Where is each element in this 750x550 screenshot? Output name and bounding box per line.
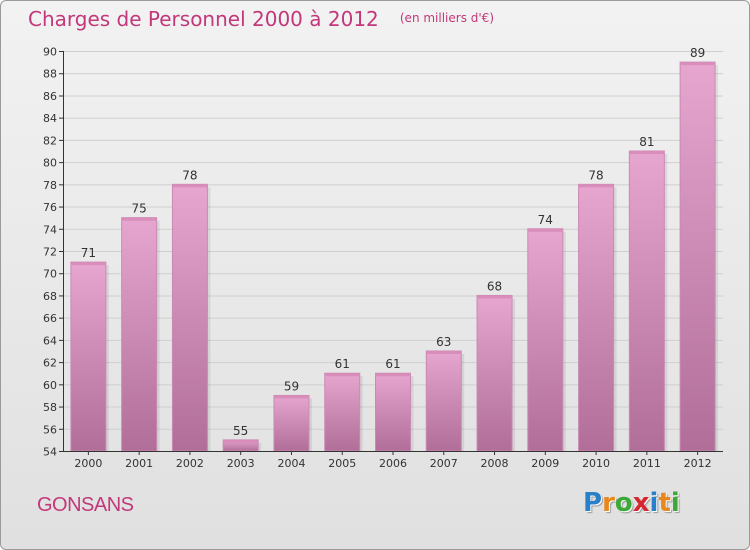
y-tick-label: 64	[43, 334, 57, 347]
y-tick-label: 60	[43, 379, 57, 392]
bar-cap	[680, 62, 716, 66]
y-tick-label: 62	[43, 357, 57, 370]
bar	[70, 261, 107, 452]
bar-cap	[477, 295, 513, 299]
logo-letter: P	[583, 488, 603, 518]
y-tick-label: 68	[43, 290, 57, 303]
data-label: 59	[284, 379, 299, 393]
data-label: 78	[182, 168, 197, 182]
y-tick-label: 56	[43, 423, 57, 436]
y-tick-label: 88	[43, 68, 57, 81]
x-tick-label: 2000	[74, 457, 102, 470]
y-tick-label: 58	[43, 401, 57, 414]
bar-cap	[527, 228, 563, 232]
bar	[679, 61, 716, 452]
logo-letter: r	[602, 488, 615, 518]
bar-cap	[629, 151, 665, 154]
x-tick-label: 2011	[633, 457, 661, 470]
y-tick-label: 78	[43, 179, 57, 192]
data-label: 61	[335, 357, 350, 371]
x-tick-label: 2012	[684, 457, 712, 470]
data-label: 89	[690, 46, 705, 60]
y-tick-label: 70	[43, 268, 57, 281]
bar	[628, 150, 665, 452]
logo-letter: i	[670, 488, 680, 518]
data-label: 68	[487, 279, 502, 293]
axes	[59, 51, 723, 455]
bar-cap	[578, 184, 614, 188]
y-tick-label: 72	[43, 246, 57, 259]
bar-cap	[375, 373, 411, 377]
logo-letter: x	[632, 488, 650, 518]
bar-cap	[172, 184, 208, 188]
x-tick-label: 2002	[176, 457, 204, 470]
x-tick-label: 2003	[227, 457, 255, 470]
y-tick-label: 86	[43, 90, 57, 103]
x-tick-label: 2001	[125, 457, 153, 470]
chart-subtitle: (en milliers d'€)	[399, 11, 494, 25]
location-name: GONSANS	[37, 494, 134, 516]
title-row: Charges de Personnel 2000 à 2012 (en mil…	[28, 7, 494, 31]
data-label: 61	[385, 357, 400, 371]
bar	[171, 183, 208, 452]
bar-cap	[273, 395, 309, 399]
y-tick-label: 76	[43, 201, 57, 214]
y-tick-label: 82	[43, 134, 57, 147]
y-tick-label: 80	[43, 157, 57, 170]
bar-cap	[324, 373, 360, 377]
y-tick-label: 54	[43, 446, 57, 459]
logo-letter: o	[614, 488, 633, 518]
bar	[273, 394, 310, 452]
bars	[70, 61, 719, 452]
y-tick-label: 84	[43, 112, 57, 125]
bar	[375, 372, 411, 452]
y-tick-label: 74	[43, 223, 57, 236]
logo-letter: i	[649, 488, 659, 518]
bar-cap	[121, 217, 157, 221]
bar	[425, 350, 462, 452]
bar	[476, 294, 513, 452]
data-label: 75	[132, 202, 147, 216]
x-tick-label: 2009	[531, 457, 559, 470]
chart-title: Charges de Personnel 2000 à 2012	[28, 7, 379, 31]
x-tick-label: 2010	[582, 457, 610, 470]
y-tick-label: 90	[43, 46, 57, 59]
x-tick-label: 2006	[379, 457, 407, 470]
logo-letter: t	[658, 488, 671, 518]
proxiti-logo: Proxiti	[583, 488, 680, 518]
x-tick-label: 2005	[328, 457, 356, 470]
bar-cap	[426, 351, 462, 354]
data-label: 71	[81, 246, 96, 260]
x-tick-label: 2004	[277, 457, 305, 470]
data-label: 55	[233, 424, 248, 438]
x-tick-label: 2008	[481, 457, 509, 470]
data-label: 63	[436, 335, 451, 349]
data-label: 81	[639, 135, 654, 149]
x-tick-label: 2007	[430, 457, 458, 470]
bar	[527, 228, 564, 452]
bar-cap	[70, 262, 106, 266]
data-label: 74	[538, 213, 553, 227]
data-label: 78	[588, 168, 603, 182]
bar	[578, 183, 615, 452]
bar	[121, 217, 158, 452]
bar-cap	[223, 439, 259, 443]
y-tick-label: 66	[43, 312, 57, 325]
labels: 54 56 58 60 62 64 66 68 70 72 74 76 78 80 82 84 86 88 90 71…	[43, 46, 712, 471]
bar	[324, 372, 361, 452]
